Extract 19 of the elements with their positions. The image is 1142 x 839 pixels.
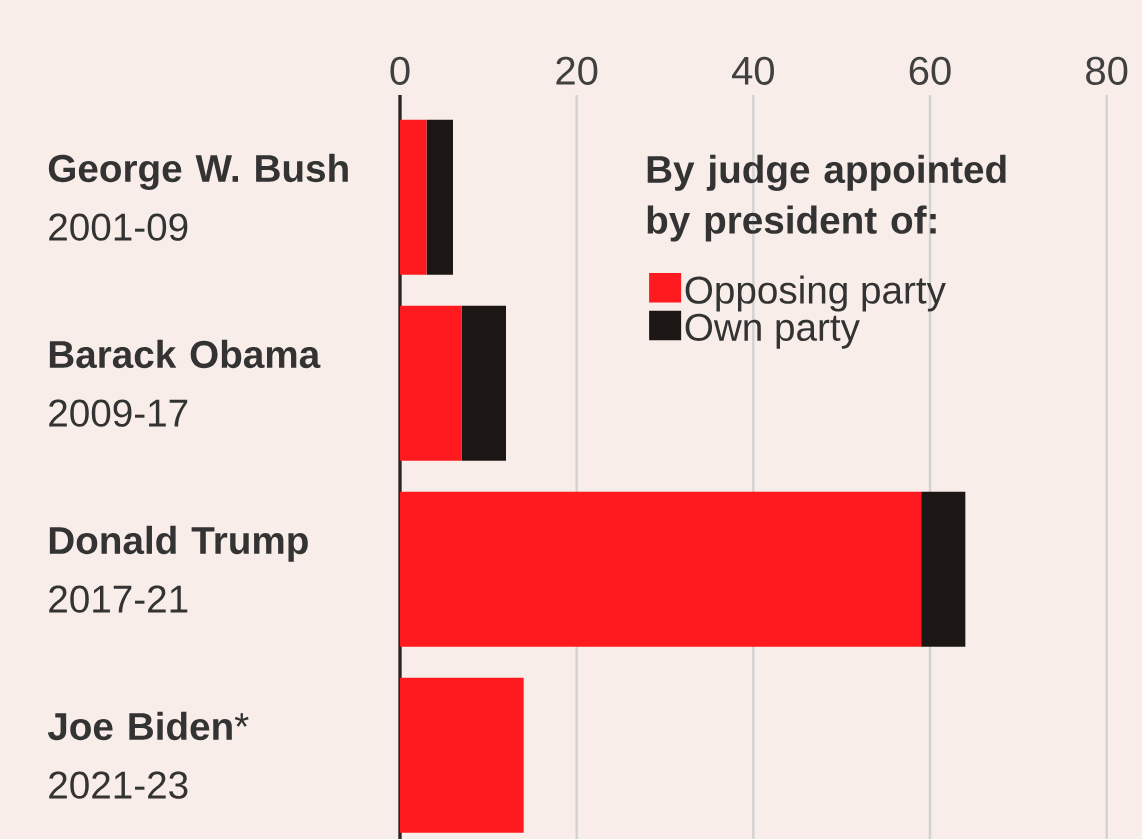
bar [461,305,506,461]
y-tick-label: Donald Trump 2017-21 [49,525,308,613]
legend-label: Opposing party [685,275,946,312]
legend-label: Own party [685,313,860,349]
bar [400,119,427,275]
x-tick-label: 20 [556,56,598,85]
category-label: Joe Biden* 2021-23 [47,711,249,799]
x-tick-label: 40 [732,56,775,85]
x-tick-label: 80 [1086,56,1128,85]
x-tick-label: 0 [390,56,410,85]
bar [400,305,462,461]
bar [400,491,922,647]
x-tick-label: 60 [909,56,951,85]
y-tick-label: Barack Obama 2009-17 [49,339,321,427]
legend-title: By judge appointed by president of: [647,154,1006,242]
bar [400,677,524,833]
bar [921,491,966,647]
bar [426,119,453,275]
y-tick-label: George W. Bush 2001-09 [48,153,348,241]
